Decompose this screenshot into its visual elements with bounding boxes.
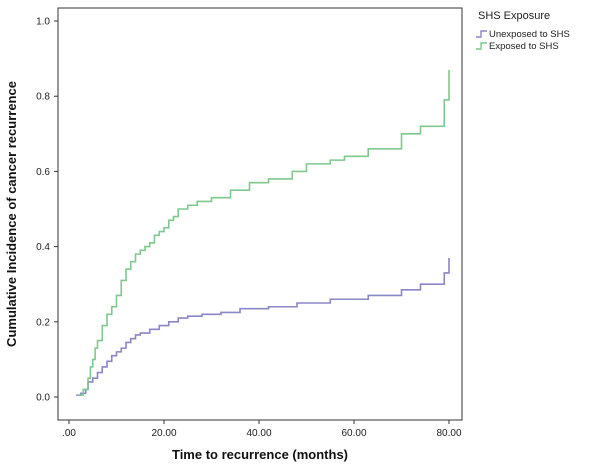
x-axis-title: Time to recurrence (months) [172,447,348,462]
y-tick-label: 0.4 [36,242,50,253]
x-tick-label: 40.00 [246,428,271,439]
series-line-2 [78,69,450,396]
x-tick-label: 20.00 [151,428,176,439]
y-tick-label: 0.2 [36,317,50,328]
legend-label-2: Exposed to SHS [489,41,559,52]
legend-title: SHS Exposure [478,10,550,22]
plot-area [76,69,450,396]
y-tick-label: 1.0 [36,17,50,28]
y-tick-label: 0.0 [36,393,50,404]
axes: 0.0 0.2 0.4 0.6 0.8 1.0 .00 20.00 40.00 60.00 80.0… [4,7,463,462]
x-tick-label: .00 [62,428,76,439]
legend-swatch-2 [476,42,487,50]
y-tick-label: 0.8 [36,92,50,103]
plot-frame [57,7,463,421]
legend-label-1: Unexposed to SHS [489,29,570,40]
y-tick-label: 0.6 [36,167,50,178]
x-tick-label: 80.00 [436,428,461,439]
y-axis-title: Cumulative Incidence of cancer recurrenc… [4,81,19,347]
legend-swatch-1 [476,30,487,38]
series-line-1 [76,257,450,396]
x-tick-label: 60.00 [341,428,366,439]
